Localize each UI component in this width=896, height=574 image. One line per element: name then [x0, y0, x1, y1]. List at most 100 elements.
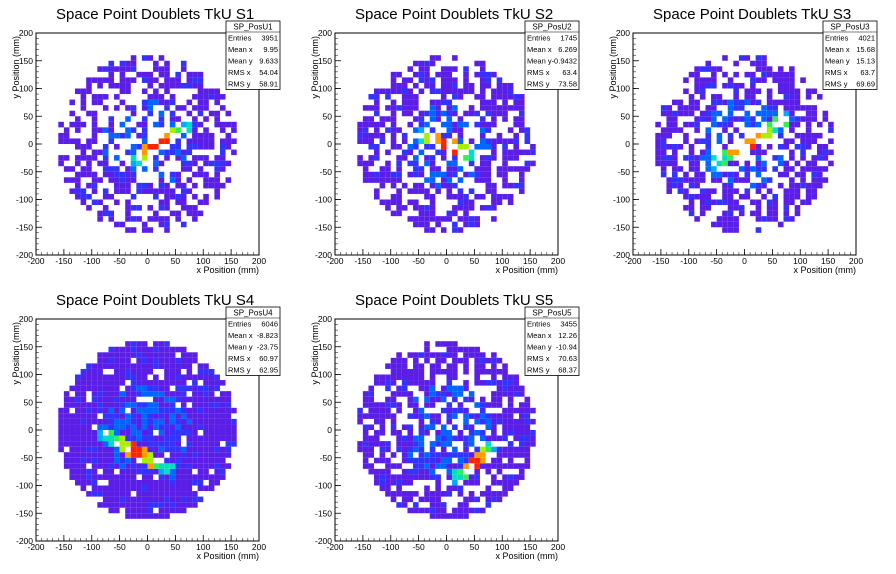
heatmap-cell: [452, 193, 458, 200]
heatmap-cell: [86, 374, 92, 381]
heatmap-cell: [733, 71, 739, 78]
heatmap-cell: [180, 457, 187, 464]
heatmap-cell: [91, 110, 98, 117]
heatmap-cell: [722, 99, 728, 106]
x-tick-label: 50: [470, 256, 480, 266]
heatmap-cell: [164, 380, 170, 386]
heatmap-cell: [474, 463, 480, 469]
heatmap-cell: [479, 77, 486, 83]
heatmap-cell: [435, 166, 441, 172]
heatmap-cell: [727, 171, 734, 178]
heatmap-cell: [108, 407, 115, 414]
heatmap-cell: [418, 441, 425, 447]
heatmap-cell: [362, 452, 369, 458]
heatmap-cell: [186, 71, 193, 78]
heatmap-cell: [435, 71, 441, 78]
heatmap-cell: [362, 105, 369, 111]
heatmap-cell: [136, 485, 142, 492]
heatmap-cell: [86, 441, 92, 447]
heatmap-cell: [446, 457, 453, 464]
heatmap-cell: [214, 452, 220, 458]
heatmap-cell: [192, 94, 198, 100]
heatmap-cell: [385, 374, 391, 381]
heatmap-cell: [368, 132, 375, 139]
heatmap-cell: [502, 149, 508, 156]
heatmap-cell: [214, 413, 220, 419]
heatmap-cell: [705, 193, 712, 200]
heatmap-cell: [114, 352, 120, 358]
y-tick-label: 0: [625, 139, 630, 149]
heatmap-cell: [63, 413, 70, 419]
heatmap-cell: [114, 105, 120, 111]
heatmap-cell: [396, 160, 402, 167]
heatmap-cell: [722, 221, 728, 228]
heatmap-cell: [672, 155, 678, 161]
heatmap-cell: [777, 88, 784, 95]
y-tick-label: 100: [616, 84, 630, 94]
heatmap-cell: [219, 452, 226, 458]
heatmap-cell: [153, 160, 159, 167]
heatmap-cell: [705, 132, 712, 139]
heatmap-cell: [136, 407, 142, 414]
heatmap-cell: [816, 149, 823, 156]
heatmap-cell: [794, 193, 801, 200]
heatmap-cell: [413, 105, 419, 111]
heatmap-cell: [208, 463, 215, 469]
heatmap-cell: [446, 452, 453, 458]
heatmap-cell: [491, 474, 497, 480]
heatmap-cell: [811, 193, 817, 200]
y-tick-label: 100: [318, 370, 332, 380]
heatmap-cell: [153, 479, 159, 486]
heatmap-cell: [119, 452, 126, 458]
heatmap-cell: [463, 418, 469, 425]
heatmap-cell: [169, 210, 176, 217]
heatmap-cell: [457, 502, 464, 508]
heatmap-cell: [766, 210, 773, 217]
heatmap-cell: [396, 177, 402, 183]
heatmap-cell: [507, 485, 514, 492]
heatmap-cell: [374, 418, 380, 425]
heatmap-cell: [180, 357, 187, 364]
heatmap-cell: [91, 199, 98, 206]
heatmap-cell: [446, 368, 453, 375]
heatmap-cell: [672, 121, 678, 128]
heatmap-cell: [203, 407, 209, 414]
heatmap-cell: [722, 182, 728, 189]
heatmap-cell: [789, 82, 795, 89]
heatmap-cell: [153, 468, 159, 475]
heatmap-cell: [418, 474, 425, 480]
heatmap-cell: [524, 463, 531, 469]
heatmap-cell: [180, 188, 187, 194]
heatmap-cell: [69, 463, 76, 469]
heatmap-cell: [683, 110, 689, 117]
x-tick-label: -150: [354, 256, 371, 266]
heatmap-cell: [463, 385, 469, 392]
heatmap-cell: [418, 110, 425, 117]
heatmap-cell: [524, 166, 531, 172]
y-tick-label: -200: [16, 250, 33, 260]
heatmap-cell: [418, 121, 425, 128]
heatmap-cell: [379, 166, 386, 172]
heatmap-cell: [518, 105, 525, 111]
heatmap-cell: [789, 166, 795, 172]
heatmap-cell: [733, 94, 739, 100]
heatmap-cell: [794, 160, 801, 167]
heatmap-cell: [385, 380, 391, 386]
heatmap-cell: [452, 485, 458, 492]
heatmap-cell: [800, 155, 806, 161]
heatmap-cell: [153, 513, 159, 519]
heatmap-cell: [114, 171, 120, 178]
heatmap-cell: [214, 435, 220, 442]
heatmap-cell: [429, 513, 436, 519]
stats-row-label: Mean x: [527, 331, 552, 340]
heatmap-cell: [396, 352, 402, 358]
heatmap-cell: [153, 99, 159, 106]
heatmap-cell: [485, 71, 492, 78]
heatmap-cell: [362, 402, 369, 408]
heatmap-cell: [407, 452, 414, 458]
heatmap-cell: [485, 105, 492, 111]
heatmap-cell: [502, 182, 508, 189]
heatmap-cell: [357, 413, 363, 419]
heatmap-cell: [63, 441, 70, 447]
heatmap-cell: [518, 99, 525, 106]
